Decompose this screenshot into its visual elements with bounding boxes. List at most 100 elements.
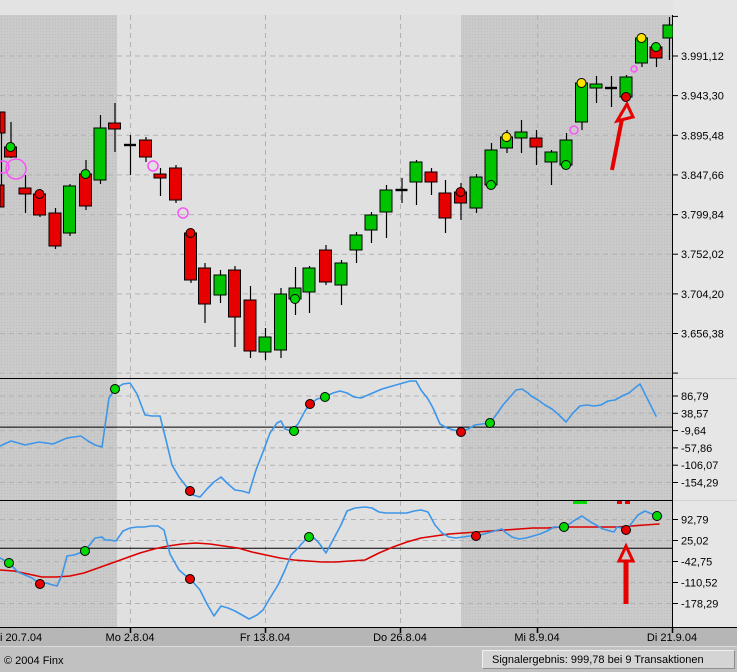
axis-tick-label: -9,64 [681,426,706,438]
plot-data [0,17,673,620]
candle [302,266,316,313]
axis-tick-label: 25,02 [681,536,709,548]
axis-tick-label: 38,57 [681,408,709,420]
signal-dot [501,132,512,142]
trade-mark [617,501,622,504]
candle [334,260,348,305]
signal-dot [35,579,45,589]
chart-canvas: 3.991,12 3.943,30 3.895,48 3.847,66 3.799,84… [0,0,737,646]
pattern-circle [147,160,159,172]
value-axis-strip [673,0,737,628]
pattern-circle [5,158,27,180]
candle [63,184,76,236]
trade-mark [625,501,630,504]
candle [484,143,498,188]
signal-dot [289,426,299,436]
date-tick-label: Di 21.9.04 [647,632,697,644]
signal-dot [456,427,466,437]
date-axis-band [0,628,737,646]
signal-ma-line [0,523,660,578]
pattern-circle [177,207,189,219]
candle [18,175,32,213]
status-bar: © 2004 Finx Signalergebnis: 999,78 bei 9… [0,646,737,672]
candle [379,185,393,238]
candle [139,137,152,162]
month-stripes [0,15,672,628]
signal-dot [80,169,91,179]
month-stripe [117,15,461,628]
candle [424,168,438,195]
axis-tick-label: 86,79 [681,391,709,403]
candle [79,160,92,210]
candle [274,288,287,358]
signal-dot [652,511,662,521]
signal-dot [455,187,466,197]
axis-tick-label: 3.656,38 [681,329,724,341]
date-tick-label: Mi 8.9.04 [514,632,559,644]
axis-tick-label: 3.895,48 [681,130,724,142]
gridlines [0,15,672,627]
signal-dot [185,574,195,584]
axis-tick-label: 3.752,02 [681,249,724,261]
trade-mark [573,501,587,504]
axis-tick-label: 3.799,84 [681,210,724,222]
candle [169,165,182,203]
candle [258,328,272,360]
candle [319,245,332,285]
price-axis: 3.991,12 3.943,30 3.895,48 3.847,66 3.799,84… [672,15,724,374]
axis-tick-label: -42,75 [681,557,712,569]
signal-dot [471,531,481,541]
signal-dot [561,160,571,170]
date-axis: Di 20.7.04 Mo 2.8.04 Fr 13.8.04 Do 26.8.04 M… [0,627,697,644]
clipped-candle [0,184,5,208]
signal-dot [305,399,315,409]
month-stripe [461,15,672,628]
candle [108,103,121,152]
oscillator2-axis: 92,79 25,02 -42,75 -110,52 -178,29 [672,515,718,611]
buy-signal-arrow [610,100,636,171]
signal-dot [320,392,330,402]
signal-dot [290,294,300,304]
candle [529,130,543,165]
signal-dot [34,189,45,199]
axis-tick-label: 3.704,20 [681,289,724,301]
candle [228,266,241,347]
copyright-text: © 2004 Finx [4,655,64,667]
candle [559,133,573,168]
axis-tick-label: -106,07 [681,460,718,472]
date-tick-label: Di 20.7.04 [0,632,42,644]
candle [662,17,673,60]
axis-tick-label: 3.991,12 [681,51,724,63]
candle [395,178,408,203]
axis-tick-label: -57,86 [681,443,712,455]
candle [153,168,167,196]
axis-tick-label: -110,52 [681,578,718,590]
candle [349,232,363,263]
clipped-candle [0,111,6,134]
signal-dot [5,142,16,152]
candle [48,208,62,249]
date-tick-label: Do 26.8.04 [373,632,427,644]
signal-dot [185,486,195,496]
candle [438,180,452,233]
month-stripe [0,15,117,628]
candle [544,150,558,185]
signal-dot [621,92,631,102]
buy-signal-arrow [616,542,636,604]
date-tick-label: Fr 13.8.04 [240,632,290,644]
signal-dot [304,532,314,542]
axis-tick-label: 3.847,66 [681,170,724,182]
candle [364,212,378,243]
signal-dot [559,522,569,532]
signal-dot [576,78,587,88]
candle [243,286,257,358]
pattern-circle [569,125,579,135]
signal-result-box: Signalergebnis: 999,78 bei 9 Transaktion… [482,650,735,669]
candle [93,115,107,184]
signal-result-text: Signalergebnis: 999,78 bei 9 Transaktion… [492,653,704,666]
candle [469,174,483,213]
signal-dot [636,33,647,43]
signal-dot [80,546,90,556]
pattern-circles [0,65,638,219]
